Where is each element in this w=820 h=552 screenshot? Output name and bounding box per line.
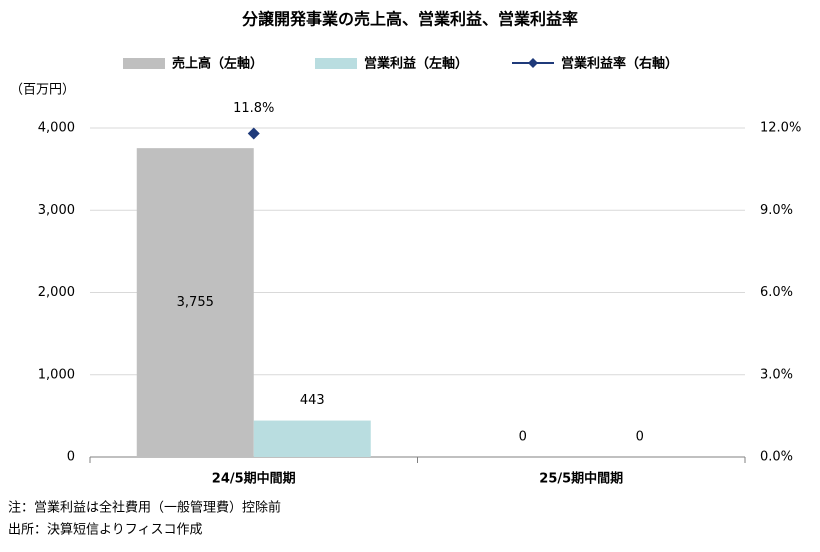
legend-label: 売上高（左軸） bbox=[172, 56, 263, 72]
legend-swatch bbox=[123, 58, 165, 69]
y2-tick-label: 12.0% bbox=[760, 121, 801, 136]
y2-tick-label: 0.0% bbox=[760, 450, 793, 465]
y-tick-label: 4,000 bbox=[38, 121, 75, 136]
y-tick-label: 1,000 bbox=[38, 367, 75, 382]
data-label: 11.8% bbox=[233, 101, 274, 116]
y2-tick-label: 9.0% bbox=[760, 203, 793, 218]
y-tick-label: 3,000 bbox=[38, 203, 75, 218]
line-marker bbox=[247, 127, 260, 140]
note: 出所：決算短信よりフィスコ作成 bbox=[8, 523, 202, 538]
y-tick-label: 0 bbox=[67, 450, 75, 465]
legend-marker bbox=[528, 58, 538, 68]
y2-tick-label: 6.0% bbox=[760, 285, 793, 300]
legend-label: 営業利益（左軸） bbox=[364, 56, 468, 72]
note: 注：営業利益は全社費用（一般管理費）控除前 bbox=[8, 500, 281, 516]
legend-label: 営業利益率（右軸） bbox=[561, 56, 678, 72]
y-tick-label: 2,000 bbox=[38, 285, 75, 300]
bar bbox=[136, 148, 254, 457]
y-unit-label: （百万円） bbox=[10, 83, 75, 98]
y2-tick-label: 3.0% bbox=[760, 367, 793, 382]
data-label: 0 bbox=[519, 430, 527, 445]
x-tick-label: 24/5期中間期 bbox=[212, 471, 296, 487]
legend-swatch bbox=[315, 58, 357, 69]
bar bbox=[253, 420, 371, 457]
x-tick-label: 25/5期中間期 bbox=[539, 471, 623, 487]
data-label: 3,755 bbox=[177, 295, 214, 310]
chart-title: 分譲開発事業の売上高、営業利益、営業利益率 bbox=[242, 10, 578, 29]
data-label: 0 bbox=[636, 430, 644, 445]
data-label: 443 bbox=[300, 393, 325, 408]
